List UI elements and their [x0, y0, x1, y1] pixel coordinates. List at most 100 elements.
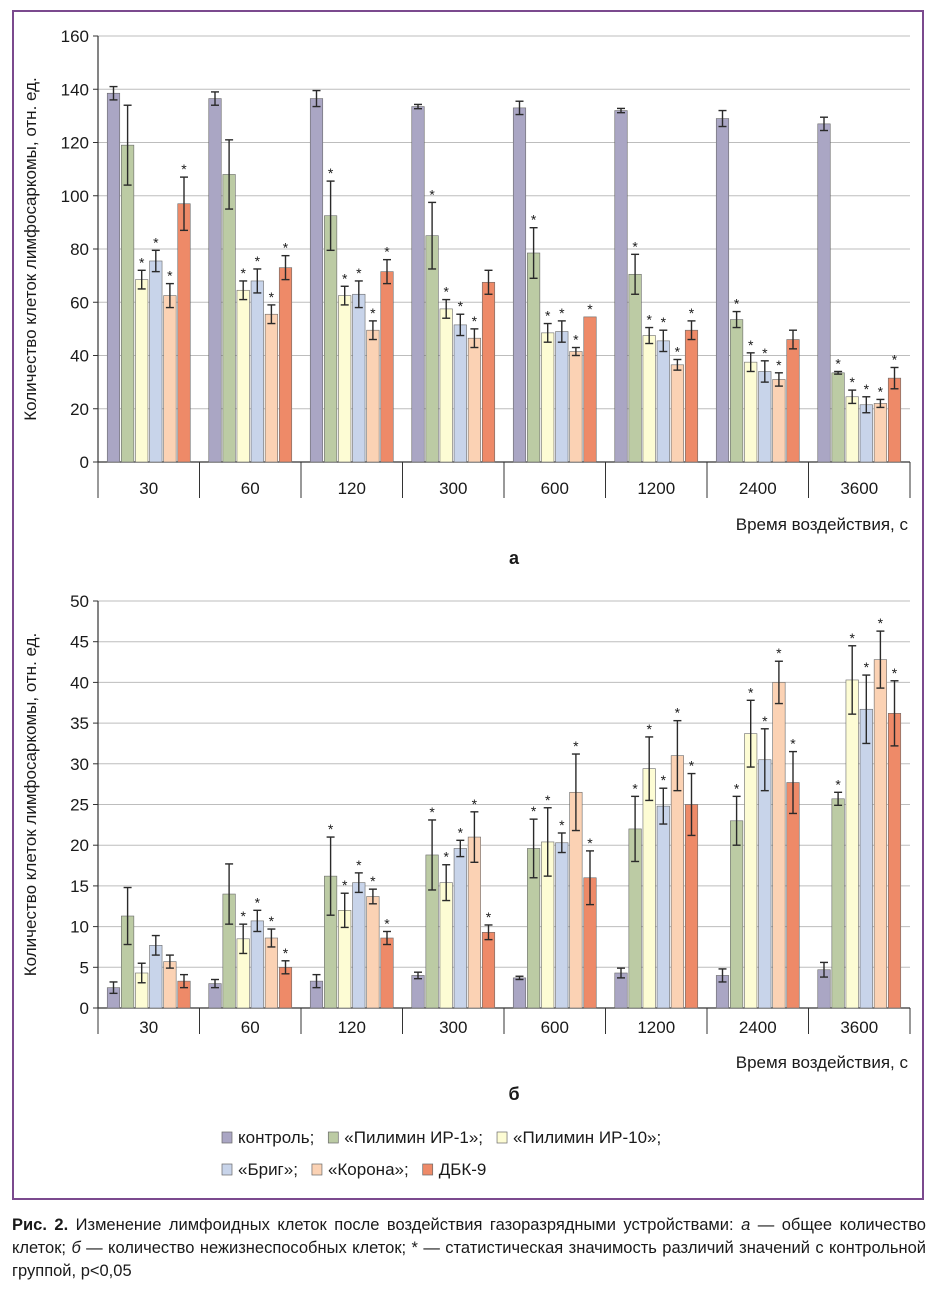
bar-control	[715, 118, 730, 463]
bar-pilimin10	[439, 882, 453, 1009]
x-axis-label: Время воздействия, с	[736, 515, 909, 534]
bar-korona	[772, 682, 786, 1009]
significance-star: *	[531, 212, 537, 228]
significance-star: *	[384, 915, 390, 931]
y-tick-label: 15	[70, 877, 89, 896]
caption-a-text: — общее количество клеток;	[12, 1216, 926, 1257]
x-tick-label: 600	[541, 479, 569, 498]
significance-star: *	[762, 713, 768, 729]
significance-star: *	[835, 355, 841, 371]
significance-star: *	[443, 849, 449, 865]
y-tick-label: 35	[70, 714, 89, 733]
bar-pilimin1	[121, 144, 135, 463]
bar-brig	[149, 260, 163, 463]
x-tick-label: 300	[439, 1018, 467, 1037]
significance-star: *	[545, 792, 551, 808]
bar-pilimin10	[439, 308, 453, 463]
bar-pilimin1	[730, 319, 744, 463]
significance-star: *	[849, 630, 855, 646]
bar-dbk9	[684, 329, 699, 463]
x-tick-label: 600	[541, 1018, 569, 1037]
bar-control	[309, 98, 324, 463]
y-tick-label: 40	[70, 673, 89, 692]
significance-star: *	[646, 312, 652, 328]
bar-brig	[453, 848, 467, 1009]
x-tick-label: 60	[241, 479, 260, 498]
bar-dbk9	[887, 377, 902, 463]
bar-pilimin1	[831, 372, 845, 463]
bar-dbk9	[177, 203, 191, 463]
significance-star: *	[675, 705, 681, 721]
legend-swatch-dbk9	[422, 1163, 434, 1176]
bar-brig	[352, 882, 366, 1009]
significance-star: *	[675, 343, 681, 359]
bar-pilimin1	[831, 798, 845, 1009]
bar-control	[106, 92, 121, 463]
legend-label-dbk9: ДБК-9	[439, 1160, 487, 1179]
bar-dbk9	[786, 782, 800, 1009]
bar-pilimin1	[324, 215, 338, 463]
y-tick-label: 25	[70, 796, 89, 815]
y-tick-label: 0	[80, 453, 89, 472]
y-tick-label: 0	[80, 999, 89, 1018]
bar-control	[411, 975, 425, 1009]
bar-dbk9	[380, 937, 394, 1009]
significance-star: *	[762, 345, 768, 361]
bar-pilimin10	[541, 332, 555, 463]
bar-korona	[366, 896, 380, 1009]
x-tick-label: 30	[139, 1018, 158, 1037]
significance-star: *	[734, 780, 740, 796]
legend-label-pilimin10: «Пилимин ИР-10»;	[513, 1128, 661, 1147]
y-tick-label: 60	[70, 293, 89, 312]
significance-star: *	[748, 684, 754, 700]
bar-pilimin10	[338, 295, 352, 463]
significance-star: *	[748, 337, 754, 353]
significance-star: *	[153, 234, 159, 250]
bar-korona	[366, 329, 380, 463]
y-tick-label: 45	[70, 633, 89, 652]
bar-brig	[352, 293, 366, 463]
significance-star: *	[892, 665, 898, 681]
y-tick-label: 80	[70, 240, 89, 259]
y-tick-label: 10	[70, 918, 89, 937]
x-tick-label: 3600	[840, 1018, 878, 1037]
significance-star: *	[181, 161, 187, 177]
bar-dbk9	[278, 267, 293, 463]
bar-control	[208, 98, 222, 463]
caption-a-letter: а	[741, 1216, 751, 1234]
x-tick-label: 1200	[637, 479, 675, 498]
bar-korona	[569, 351, 583, 463]
significance-star: *	[255, 894, 261, 910]
figure-frame	[12, 10, 924, 1200]
significance-star: *	[632, 780, 638, 796]
bar-brig	[758, 759, 772, 1009]
significance-star: *	[878, 383, 884, 399]
significance-star: *	[661, 314, 667, 330]
significance-star: *	[458, 298, 464, 314]
significance-star: *	[559, 817, 565, 833]
legend: контроль; «Пилимин ИР-1»; «Пилимин ИР-10»;…	[221, 1128, 661, 1179]
significance-star: *	[255, 253, 261, 269]
y-tick-label: 120	[61, 134, 89, 153]
panel-label: а	[509, 548, 520, 568]
bar-control	[411, 106, 425, 463]
legend-swatch-control	[221, 1131, 233, 1144]
bar-pilimin10	[845, 396, 859, 463]
bar-pilimin1	[527, 252, 541, 463]
bar-brig	[656, 340, 670, 463]
chart-a: 0 20 40 60 80 100 120 140 160 30 60 120 300 600 1200 24…	[21, 27, 911, 568]
significance-star: *	[429, 186, 435, 202]
x-tick-label: 2400	[739, 1018, 777, 1037]
figure-caption: Рис. 2. Изменение лимфоидных клеток посл…	[12, 1214, 926, 1283]
chart-b: 0 5 10 15 20 25 30 35 40 45 50 30 60 120 300 600 1200 240…	[21, 592, 911, 1100]
bar-dbk9	[380, 271, 394, 463]
y-tick-label: 140	[61, 80, 89, 99]
y-tick-label: 50	[70, 592, 89, 611]
significance-star: *	[559, 305, 565, 321]
caption-b-letter: б	[71, 1239, 81, 1257]
significance-star: *	[167, 268, 173, 284]
significance-star: *	[240, 908, 246, 924]
y-tick-label: 40	[70, 347, 89, 366]
significance-star: *	[370, 305, 376, 321]
bar-pilimin10	[744, 361, 758, 463]
